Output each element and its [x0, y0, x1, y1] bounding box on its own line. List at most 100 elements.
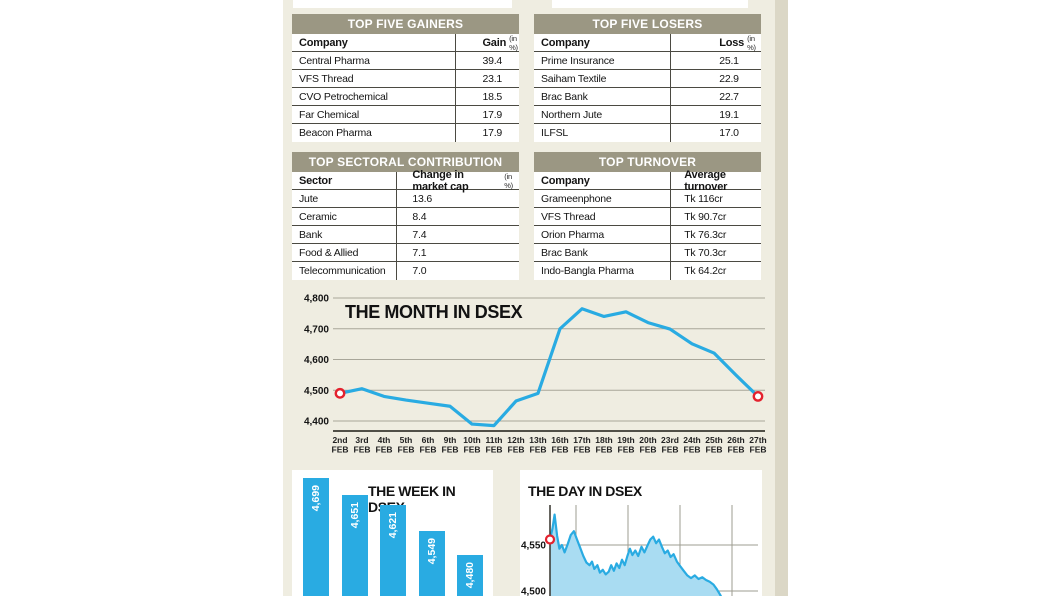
- dsex-month-line: [338, 307, 760, 428]
- x-axis-tick-label: 17th FEB: [573, 435, 590, 455]
- week-bar: 4,480: [457, 554, 483, 596]
- value-cell: 17.9: [455, 124, 519, 142]
- dsex-day-line: [548, 513, 723, 596]
- endpoint-marker: [752, 391, 764, 402]
- table-row: Orion Pharma Tk 76.3cr: [534, 226, 761, 244]
- company-cell: Company: [541, 174, 590, 187]
- company-cell: VFS Thread: [541, 210, 596, 223]
- start-marker: [544, 534, 556, 545]
- company-cell: VFS Thread: [299, 72, 354, 85]
- unit-label: (in %): [509, 33, 518, 52]
- top-sectoral-title: TOP SECTORAL CONTRIBUTION: [292, 152, 519, 172]
- y-axis-tick-label: 4,500: [521, 587, 546, 596]
- top-turnover-table: Company Average turnover Grameenphone Tk 11…: [534, 169, 761, 280]
- table-row: Brac Bank Tk 70.3cr: [534, 244, 761, 262]
- table-row: Far Chemical 17.9: [292, 106, 519, 124]
- day-dsex-area-chart: 4,550 4,500: [521, 505, 758, 596]
- company-cell: Beacon Pharma: [299, 127, 372, 139]
- x-axis-tick-label: 13th FEB: [529, 435, 546, 455]
- dsex-day-area: [550, 514, 721, 596]
- stock-market-infographic: TOP FIVE GAINERS Company Gain (in %) Centra…: [283, 0, 788, 596]
- value-cell: 7.0: [396, 262, 519, 280]
- top-sectoral-table: Sector Change in market cap (in %) Jute 13.6…: [292, 169, 519, 280]
- y-axis-tick-label: 4,400: [304, 417, 329, 428]
- x-axis-tick-label: 25th FEB: [705, 435, 722, 455]
- value-cell: 23.1: [455, 70, 519, 87]
- table-row: Jute 13.6: [292, 190, 519, 208]
- x-axis-tick-label: 9th FEB: [442, 435, 459, 455]
- value-cell: Tk 64.2cr: [670, 262, 761, 280]
- table-row: Telecommunication 7.0: [292, 262, 519, 280]
- value-cell: Change in market cap (in %): [396, 169, 519, 193]
- day-chart-title: THE DAY IN DSEX: [528, 483, 642, 499]
- table-row: ILFSL 17.0: [534, 124, 761, 142]
- x-axis-tick-label: 3rd FEB: [354, 435, 371, 455]
- bar-value-label: 4,651: [348, 501, 361, 529]
- company-cell: Telecommunication: [299, 265, 386, 277]
- table-header-row: Company Loss (in %): [534, 34, 761, 52]
- table-row: Bank 7.4: [292, 226, 519, 244]
- x-axis-tick-label: 6th FEB: [420, 435, 437, 455]
- value-cell: 17.9: [455, 106, 519, 123]
- table-header-row: Company Average turnover: [534, 169, 761, 193]
- x-axis-tick-label: 27th FEB: [749, 435, 766, 455]
- table-header-row: Sector Change in market cap (in %): [292, 169, 519, 193]
- top-turnover-title: TOP TURNOVER: [534, 152, 761, 172]
- company-cell: Saiham Textile: [541, 72, 607, 85]
- value-cell: 8.4: [396, 208, 519, 225]
- x-axis-tick-label: 23rd FEB: [661, 435, 679, 455]
- x-axis-tick-label: 2nd FEB: [332, 435, 349, 455]
- week-bar: 4,549: [418, 530, 445, 596]
- value-cell: Tk 90.7cr: [670, 208, 761, 225]
- company-cell: Central Pharma: [299, 54, 370, 67]
- top-losers-title: TOP FIVE LOSERS: [534, 14, 761, 34]
- table-row: VFS Thread 23.1: [292, 70, 519, 88]
- company-cell: ILFSL: [541, 127, 569, 139]
- value-cell: 19.1: [670, 106, 761, 123]
- x-axis-tick-label: 10th FEB: [463, 435, 480, 455]
- y-axis-tick-label: 4,700: [304, 324, 329, 335]
- value-cell: 13.6: [396, 190, 519, 207]
- company-cell: Brac Bank: [541, 246, 588, 259]
- value-cell: Tk 116cr: [670, 190, 761, 207]
- week-chart-panel: THE WEEK IN DSEX 4,6994,6514,6214,5494,4…: [292, 470, 493, 596]
- cutoff-panel-top-right: [552, 0, 748, 8]
- day-chart-panel: 4,550 4,500 THE DAY IN DSEX: [520, 470, 762, 596]
- value-cell: 17.0: [670, 124, 761, 142]
- month-chart-title: THE MONTH IN DSEX: [345, 302, 523, 322]
- bar-value-label: 4,699: [310, 485, 322, 512]
- x-axis-tick-label: 16th FEB: [551, 435, 568, 455]
- value-cell: 7.1: [396, 244, 519, 261]
- company-cell: Far Chemical: [299, 108, 360, 121]
- unit-label: (in %): [747, 33, 756, 52]
- value-cell: 25.1: [670, 52, 761, 69]
- table-row: VFS Thread Tk 90.7cr: [534, 208, 761, 226]
- company-cell: Sector: [299, 174, 333, 187]
- company-cell: Bank: [299, 228, 323, 241]
- endpoint-marker: [334, 387, 346, 399]
- x-axis-tick-label: 11th FEB: [485, 435, 502, 455]
- week-bar: 4,699: [303, 478, 329, 596]
- y-axis-tick-label: 4,600: [304, 355, 329, 366]
- x-axis-tick-label: 19th FEB: [617, 435, 634, 455]
- x-axis-tick-label: 24th FEB: [683, 435, 700, 455]
- week-bar: 4,651: [341, 494, 368, 596]
- bar-value-label: 4,621: [387, 512, 399, 539]
- y-axis-tick-label: 4,550: [521, 541, 546, 552]
- table-row: Indo-Bangla Pharma Tk 64.2cr: [534, 262, 761, 280]
- infographic-right-border: [775, 0, 788, 596]
- value-cell: 22.7: [670, 88, 761, 105]
- value-cell: Gain (in %): [455, 33, 519, 52]
- x-axis-tick-label: 4th FEB: [376, 435, 393, 455]
- cutoff-panel-top-left: [293, 0, 512, 8]
- value-cell: Average turnover: [670, 169, 761, 193]
- value-cell: 39.4: [455, 52, 519, 69]
- bar-value-label: 4,549: [425, 537, 438, 564]
- table-row: Food & Allied 7.1: [292, 244, 519, 262]
- table-row: Central Pharma 39.4: [292, 52, 519, 70]
- x-axis-tick-label: 18th FEB: [595, 435, 612, 455]
- table-row: Grameenphone Tk 116cr: [534, 190, 761, 208]
- company-cell: Company: [299, 36, 348, 49]
